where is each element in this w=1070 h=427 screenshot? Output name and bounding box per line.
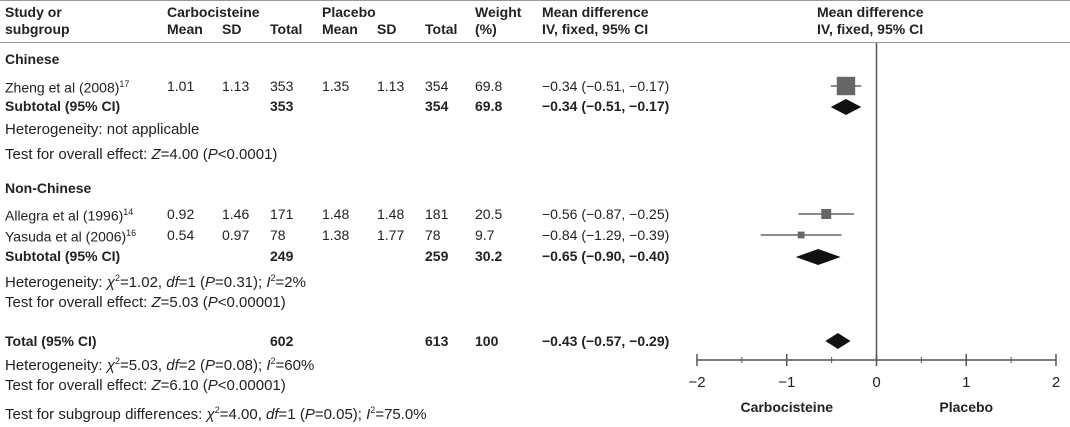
summary-diamond xyxy=(795,249,841,265)
subtotal-weight: 30.2 xyxy=(475,248,503,264)
carbo-mean-cell: 0.54 xyxy=(167,227,195,243)
header-carbo-total: Total xyxy=(270,21,303,37)
header-placebo-mean: Mean xyxy=(322,21,358,37)
weight-cell: 20.5 xyxy=(475,206,503,222)
study-name: Yasuda et al (2006)16 xyxy=(5,228,137,245)
subtotal-placebo-total: 259 xyxy=(425,248,449,264)
study-marker xyxy=(836,76,856,96)
summary-diamond xyxy=(825,333,851,349)
subtotal-placebo-total: 354 xyxy=(425,98,449,114)
total-heterogeneity-text: Heterogeneity: χ2=5.03, df=2 (P=0.08); I… xyxy=(5,356,315,374)
placebo-total-cell: 354 xyxy=(425,78,449,94)
header-study-label: Study or xyxy=(5,4,62,20)
subtotal-label: Subtotal (95% CI) xyxy=(5,98,121,114)
heterogeneity-text: Heterogeneity: χ2=1.02, df=1 (P=0.31); I… xyxy=(5,273,306,291)
placebo-mean-cell: 1.48 xyxy=(322,206,350,222)
header-plot-line2: IV, fixed, 95% CI xyxy=(817,21,924,37)
carbo-mean-cell: 0.92 xyxy=(167,206,195,222)
x-tick-label: 2 xyxy=(1052,374,1060,391)
header-weight-unit: (%) xyxy=(475,21,497,37)
header-top-rule xyxy=(0,0,1070,1)
placebo-sd-cell: 1.13 xyxy=(377,78,405,94)
total-overall-effect-text: Test for overall effect: Z=6.10 (P<0.000… xyxy=(5,377,286,394)
subtotal-label: Subtotal (95% CI) xyxy=(5,248,121,264)
header-carbo-mean: Mean xyxy=(167,21,203,37)
summary-diamond xyxy=(830,99,862,115)
study-name: Zheng et al (2008)17 xyxy=(5,79,130,96)
total-weight: 100 xyxy=(475,333,499,349)
header-weight: Weight xyxy=(475,4,522,20)
subgroup-differences-text: Test for subgroup differences: χ2=4.00, … xyxy=(5,405,427,423)
subtotal-carbo-total: 353 xyxy=(270,98,294,114)
weight-cell: 9.7 xyxy=(475,227,495,243)
favours-right-label: Placebo xyxy=(939,399,993,415)
total-placebo-total: 613 xyxy=(425,333,449,349)
x-tick-label: 0 xyxy=(872,374,880,391)
placebo-mean-cell: 1.35 xyxy=(322,78,350,94)
overall-effect-text: Test for overall effect: Z=5.03 (P<0.000… xyxy=(5,294,286,311)
header-placebo-total: Total xyxy=(425,21,458,37)
placebo-mean-cell: 1.38 xyxy=(322,227,350,243)
total-carbo-total: 602 xyxy=(270,333,294,349)
placebo-total-cell: 181 xyxy=(425,206,449,222)
weight-cell: 69.8 xyxy=(475,78,503,94)
header-carbo-group: Carbocisteine xyxy=(167,4,260,20)
header-bottom-rule xyxy=(0,42,1070,43)
group-title-non-chinese: Non-Chinese xyxy=(5,180,92,196)
subtotal-carbo-total: 249 xyxy=(270,248,294,264)
carbo-total-cell: 171 xyxy=(270,206,294,222)
carbo-sd-cell: 0.97 xyxy=(222,227,250,243)
placebo-total-cell: 78 xyxy=(425,227,441,243)
total-ci: −0.43 (−0.57, −0.29) xyxy=(542,333,670,349)
x-tick-label: −1 xyxy=(778,374,795,391)
header-subgroup-label: subgroup xyxy=(5,21,70,37)
placebo-sd-cell: 1.48 xyxy=(377,206,405,222)
total-label: Total (95% CI) xyxy=(5,333,97,349)
study-marker xyxy=(821,209,832,219)
study-marker xyxy=(797,231,805,239)
heterogeneity-text: Heterogeneity: not applicable xyxy=(5,121,200,138)
ci-cell: −0.34 (−0.51, −0.17) xyxy=(542,78,670,94)
x-tick-label: 1 xyxy=(962,374,970,391)
favours-left-label: Carbocisteine xyxy=(740,399,833,415)
placebo-sd-cell: 1.77 xyxy=(377,227,405,243)
carbo-total-cell: 353 xyxy=(270,78,294,94)
header-placebo-group: Placebo xyxy=(322,4,376,20)
header-md-line2: IV, fixed, 95% CI xyxy=(542,21,649,37)
carbo-sd-cell: 1.13 xyxy=(222,78,250,94)
x-tick-label: −2 xyxy=(688,374,705,391)
subtotal-weight: 69.8 xyxy=(475,98,503,114)
subtotal-ci: −0.65 (−0.90, −0.40) xyxy=(542,248,670,264)
group-title-chinese: Chinese xyxy=(5,51,60,67)
carbo-sd-cell: 1.46 xyxy=(222,206,250,222)
ci-cell: −0.56 (−0.87, −0.25) xyxy=(542,206,670,222)
ci-cell: −0.84 (−1.29, −0.39) xyxy=(542,227,670,243)
study-name: Allegra et al (1996)14 xyxy=(5,207,134,224)
carbo-total-cell: 78 xyxy=(270,227,286,243)
header-plot-line1: Mean difference xyxy=(817,4,924,20)
carbo-mean-cell: 1.01 xyxy=(167,78,195,94)
header-placebo-sd: SD xyxy=(377,21,397,37)
subtotal-ci: −0.34 (−0.51, −0.17) xyxy=(542,98,670,114)
header-md-line1: Mean difference xyxy=(542,4,649,20)
header-carbo-sd: SD xyxy=(222,21,242,37)
overall-effect-text: Test for overall effect: Z=4.00 (P<0.000… xyxy=(5,146,278,163)
